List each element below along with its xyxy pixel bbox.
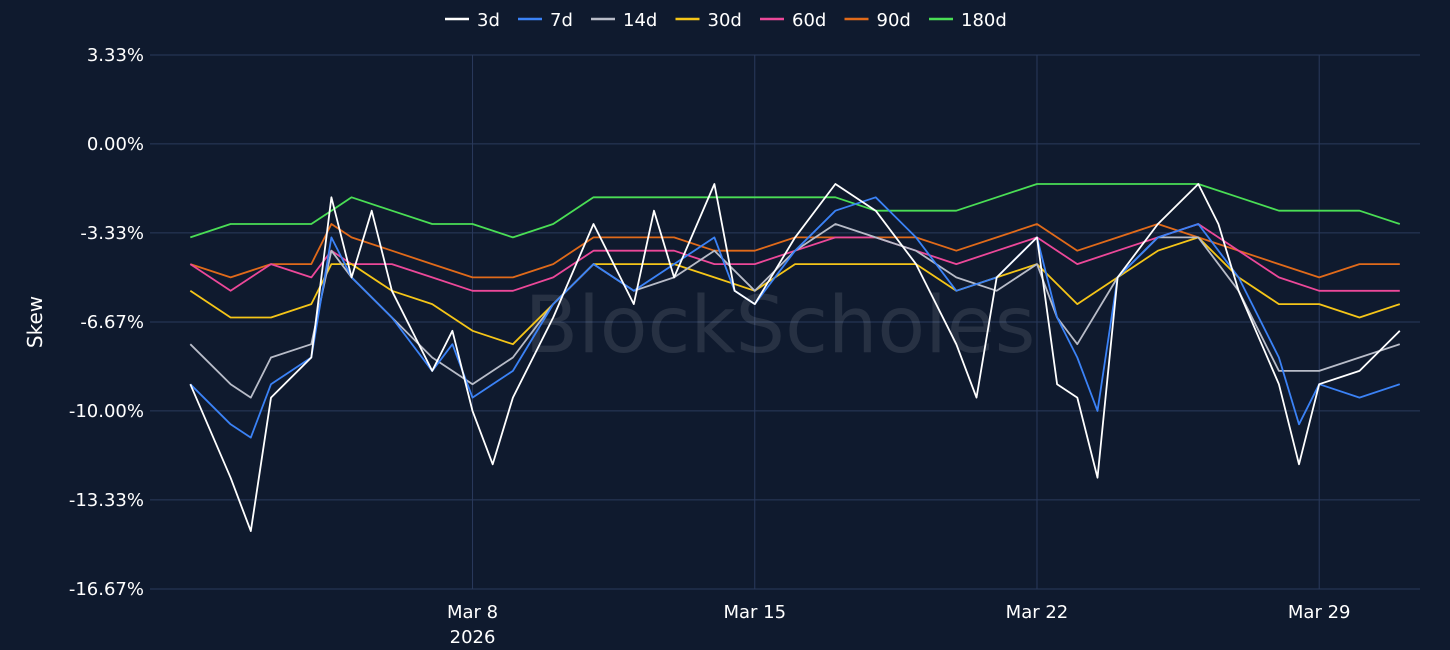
y-tick-label: -13.33% — [69, 490, 144, 511]
y-tick-label: -6.67% — [80, 312, 144, 333]
y-axis-title: Skew — [23, 296, 47, 348]
x-tick-label: Mar 22 — [1006, 602, 1069, 623]
legend-label-180d: 180d — [961, 10, 1007, 31]
x-axis-ticks: Mar 8 2026 Mar 15 Mar 22 Mar 29 — [447, 602, 1351, 648]
y-tick-label: 0.00% — [87, 134, 144, 155]
chart-grid — [150, 54, 1420, 590]
x-tick-label: Mar 15 — [723, 602, 786, 623]
legend-label-30d: 30d — [708, 10, 742, 31]
x-tick-label: Mar 8 — [447, 602, 498, 623]
x-tick-sublabel: 2026 — [450, 627, 496, 648]
legend-label-3d: 3d — [477, 10, 500, 31]
y-tick-label: -10.00% — [69, 401, 144, 422]
y-tick-label: -16.67% — [69, 579, 144, 600]
y-tick-label: -3.33% — [80, 223, 144, 244]
series-line-90d — [190, 223, 1400, 279]
legend: 3d 7d 14d 30d 60d 90d 180d — [445, 10, 1007, 31]
legend-label-7d: 7d — [550, 10, 573, 31]
legend-label-60d: 60d — [792, 10, 826, 31]
y-tick-label: 3.33% — [87, 45, 144, 66]
series-line-7d — [189, 196, 1401, 439]
legend-label-14d: 14d — [623, 10, 657, 31]
series-lines — [189, 183, 1401, 532]
series-line-3d — [189, 183, 1401, 532]
x-tick-label: Mar 29 — [1288, 602, 1351, 623]
legend-label-90d: 90d — [877, 10, 911, 31]
watermark-text: BlockScholes — [525, 281, 1036, 371]
series-line-180d — [190, 183, 1401, 239]
y-axis-ticks: 3.33% 0.00% -3.33% -6.67% -10.00% -13.33% -16.… — [69, 45, 144, 600]
